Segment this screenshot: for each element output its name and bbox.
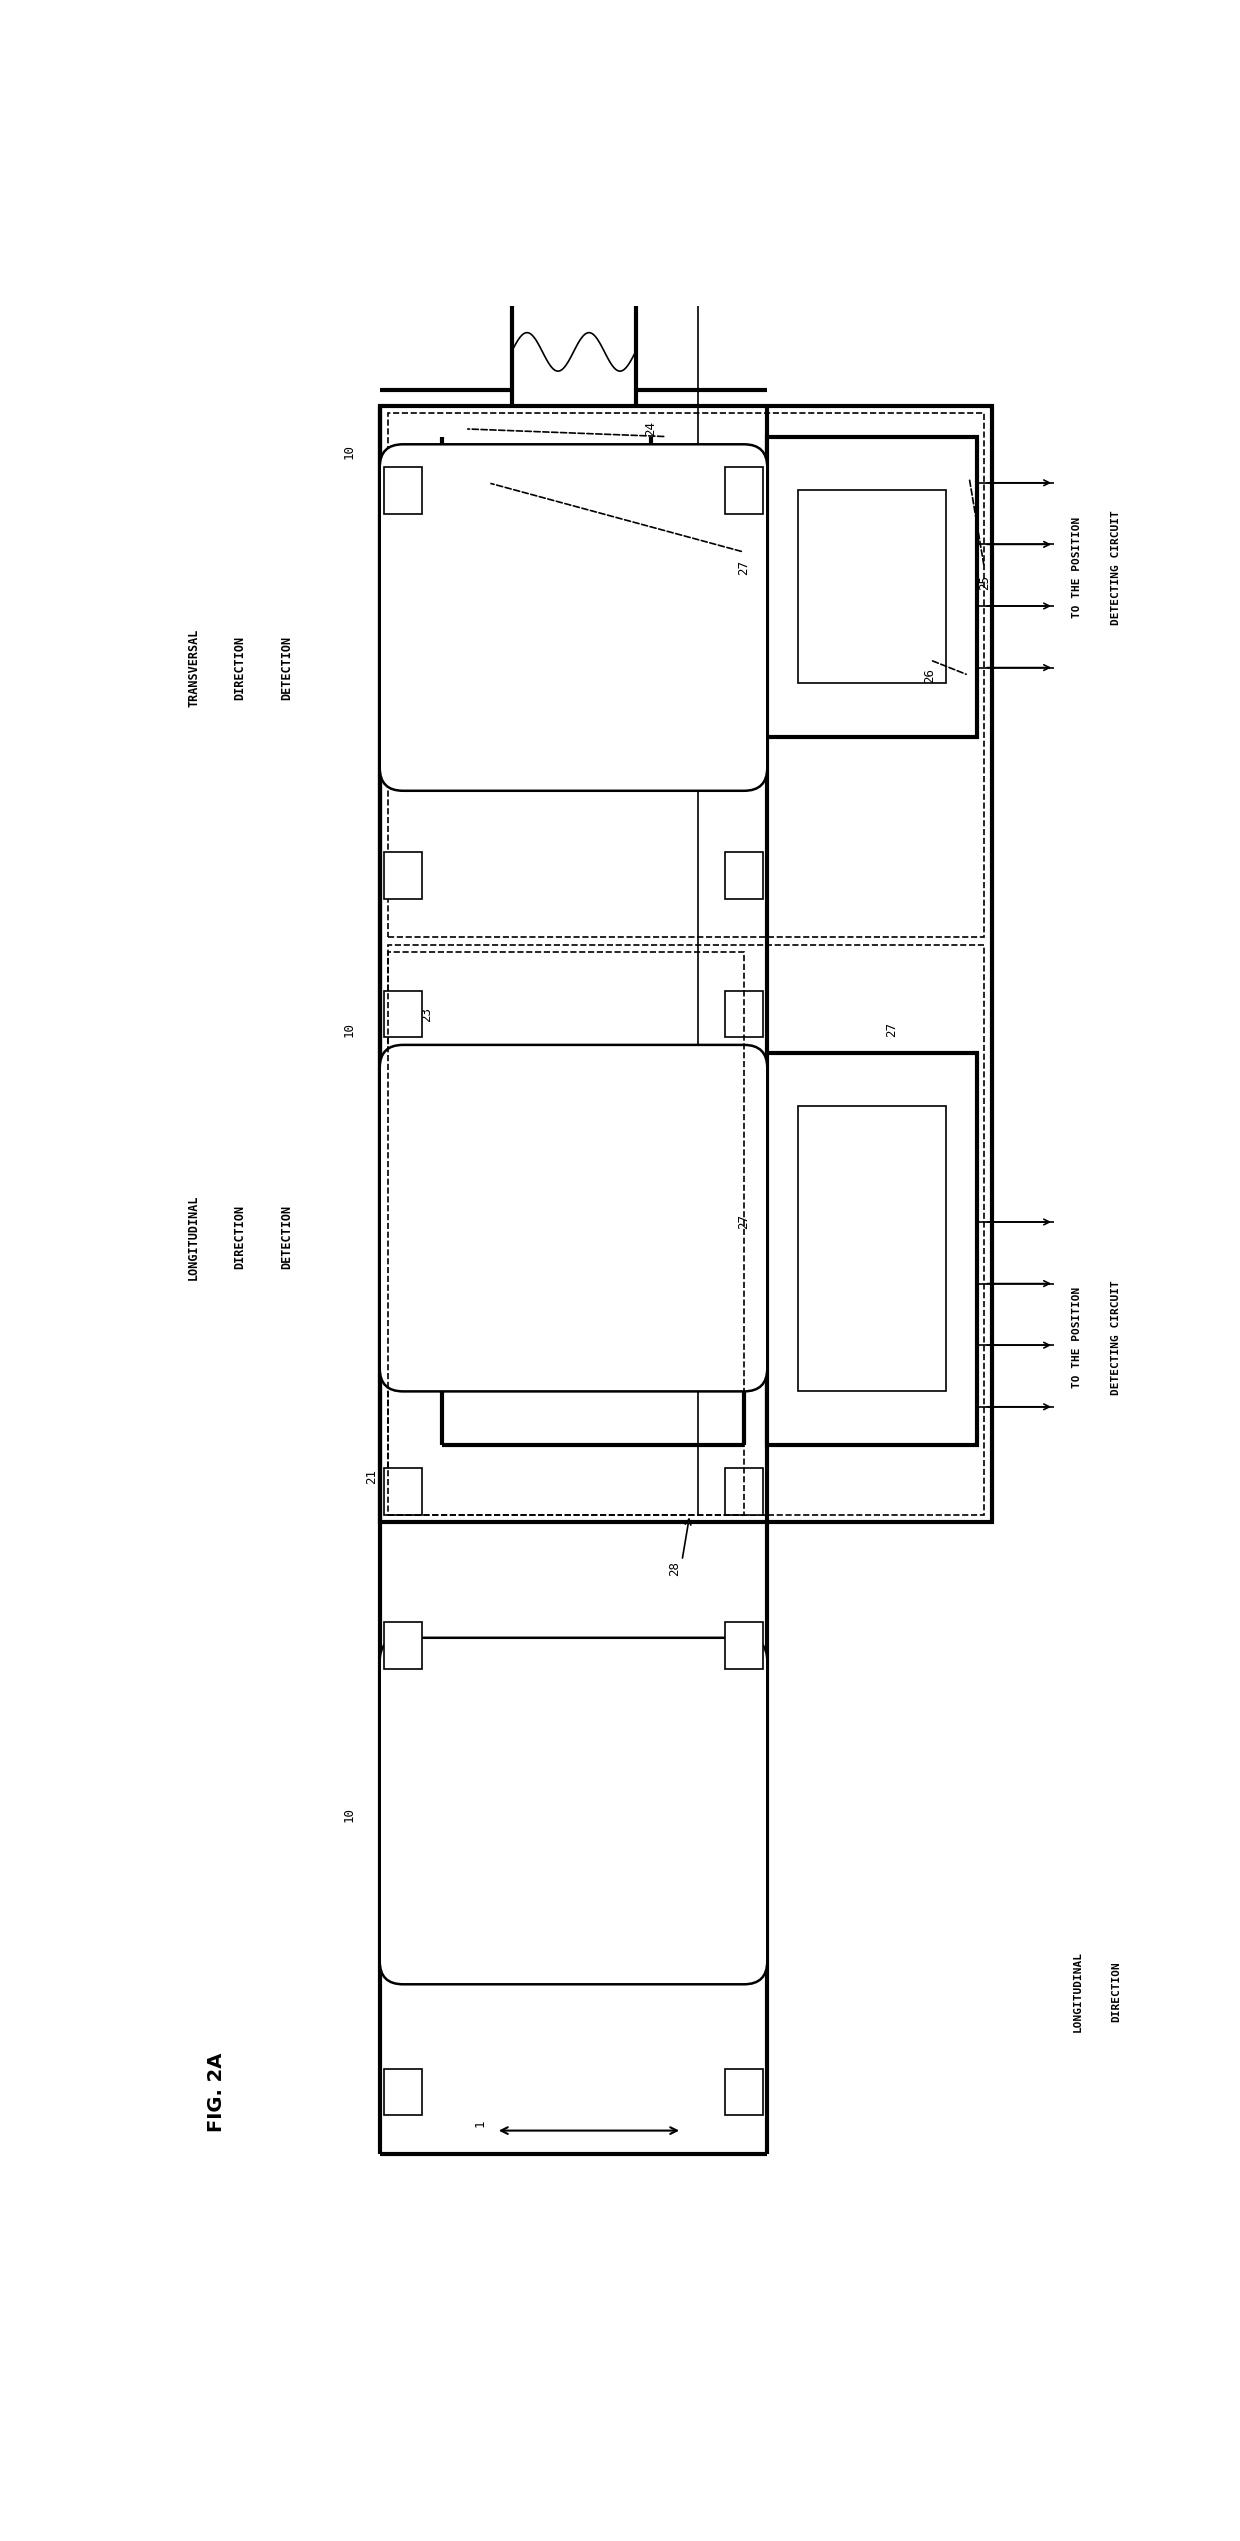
Bar — [379, 407, 992, 1522]
Text: 10: 10 — [342, 1807, 355, 1822]
Bar — [387, 953, 744, 1514]
Bar — [799, 490, 945, 684]
Text: 27: 27 — [738, 1215, 750, 1230]
Bar — [768, 1052, 977, 1446]
Text: DIRECTION: DIRECTION — [1111, 1962, 1121, 2023]
Text: FIG. 2A: FIG. 2A — [207, 2053, 227, 2132]
Text: 23: 23 — [420, 1006, 433, 1021]
FancyBboxPatch shape — [379, 445, 768, 790]
Bar — [724, 991, 764, 1037]
Text: DIRECTION: DIRECTION — [234, 635, 247, 699]
Text: 10: 10 — [342, 445, 355, 460]
Bar — [383, 468, 423, 513]
Bar — [724, 1621, 764, 1669]
Bar — [724, 1469, 764, 1514]
Text: TO THE POSITION: TO THE POSITION — [1073, 1286, 1083, 1387]
Text: LONGITUDINAL: LONGITUDINAL — [187, 1194, 200, 1281]
Bar — [387, 414, 985, 938]
Text: 24: 24 — [645, 422, 657, 437]
Bar — [489, 490, 605, 684]
Text: 10: 10 — [342, 1021, 355, 1037]
Text: DETECTING CIRCUIT: DETECTING CIRCUIT — [1111, 1281, 1121, 1395]
Bar — [383, 851, 423, 900]
Bar — [383, 1469, 423, 1514]
Bar — [768, 437, 977, 737]
Text: TO THE POSITION: TO THE POSITION — [1073, 516, 1083, 617]
Text: 22: 22 — [745, 1021, 758, 1037]
Text: 26: 26 — [924, 668, 936, 684]
Bar — [496, 1105, 644, 1392]
Bar — [383, 991, 423, 1037]
Bar — [383, 2068, 423, 2114]
Bar — [383, 1621, 423, 1669]
Text: DETECTING CIRCUIT: DETECTING CIRCUIT — [1111, 511, 1121, 625]
Text: TRANSVERSAL: TRANSVERSAL — [187, 628, 200, 706]
Text: 25: 25 — [978, 574, 991, 590]
Bar — [724, 468, 764, 513]
Text: DETECTION: DETECTION — [280, 635, 293, 699]
Bar — [724, 2068, 764, 2114]
FancyBboxPatch shape — [379, 1639, 768, 1985]
Text: LONGITUDINAL: LONGITUDINAL — [1073, 1951, 1083, 2033]
Bar — [724, 851, 764, 900]
Text: 27: 27 — [885, 1021, 898, 1037]
FancyBboxPatch shape — [379, 1044, 768, 1392]
Bar — [387, 945, 985, 1514]
Text: 21: 21 — [366, 1469, 378, 1484]
Text: 28: 28 — [668, 1560, 681, 1575]
Text: DETECTION: DETECTION — [280, 1204, 293, 1270]
Text: 1: 1 — [474, 2119, 487, 2127]
Text: 27: 27 — [738, 559, 750, 574]
Text: DIRECTION: DIRECTION — [234, 1204, 247, 1270]
Bar — [799, 1105, 945, 1392]
